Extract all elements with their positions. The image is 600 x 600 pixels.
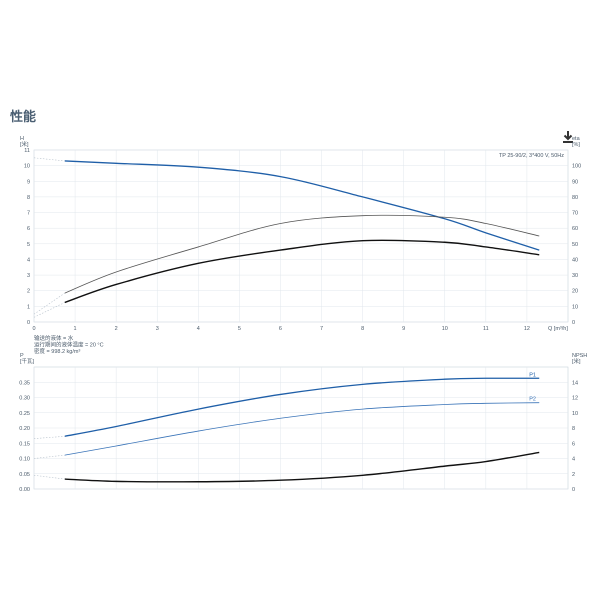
right-tick-label: 10 [572,411,578,417]
left-tick-label: 7 [27,211,30,217]
series-line [64,239,540,304]
left-axis-label: P [20,353,24,359]
x-tick-label: 2 [115,326,118,332]
left-axis-label: H [20,136,24,142]
series-p2 [64,402,540,456]
right-tick-label: 12 [572,396,578,402]
series-line [64,214,540,294]
right-tick-label: 2 [572,472,575,478]
right-tick-label: 10 [572,304,578,310]
left-tick-label: 6 [27,226,30,232]
right-tick-label: 14 [572,380,578,386]
left-tick-label: 1 [27,304,30,310]
left-tick-label: 11 [24,148,30,154]
x-tick-label: 9 [402,326,405,332]
x-tick-label: 6 [279,326,282,332]
right-axis-unit: [米] [572,357,581,365]
left-axis-unit: [米] [20,140,29,148]
x-tick-label: 11 [483,326,489,332]
right-tick-label: 6 [572,441,575,447]
series-line [64,160,540,251]
series-p1 [64,377,540,437]
series-extrapolation [33,302,65,318]
left-tick-label: 2 [27,289,30,295]
left-tick-label: 5 [27,242,30,248]
series-line [64,451,540,483]
series-extrapolation [33,292,65,315]
right-tick-label: 70 [572,211,578,217]
right-tick-label: 30 [572,273,578,279]
x-tick-label: 10 [442,326,448,332]
series-extrapolation [33,157,65,162]
x-tick-label: 5 [238,326,241,332]
page-title: 性能 [10,109,37,124]
x-tick-label: 1 [74,326,77,332]
info-line: 密度 = 998.2 kg/m³ [34,347,80,355]
left-tick-label: 0.00 [19,487,30,493]
left-tick-label: 0.25 [19,411,30,417]
right-tick-label: 4 [572,457,575,463]
left-tick-label: 0.15 [19,441,30,447]
x-axis-label: Q [m³/h] [548,326,568,332]
right-axis-label: eta [572,136,581,142]
right-axis-label: NPSH [572,353,587,359]
left-tick-label: 9 [27,179,30,185]
left-tick-label: 10 [24,164,30,170]
series-extrapolation [33,474,65,480]
left-axis-unit: [千瓦] [20,357,35,365]
x-tick-label: 12 [524,326,530,332]
left-tick-label: 0 [27,320,30,326]
right-tick-label: 0 [572,487,575,493]
right-tick-label: 20 [572,289,578,295]
right-tick-label: 60 [572,226,578,232]
series-extrapolation [33,454,65,459]
left-tick-label: 4 [27,257,30,263]
right-tick-label: 8 [572,426,575,432]
right-tick-label: 40 [572,257,578,263]
series-extrapolation [33,435,65,439]
series-label: P1 [529,372,536,378]
info-line: 运行期间的液体温度 = 20 °C [34,341,104,349]
right-tick-label: 100 [572,164,581,170]
right-tick-label: 50 [572,242,578,248]
left-tick-label: 0.35 [19,380,30,386]
right-tick-label: 90 [572,179,578,185]
right-tick-label: 80 [572,195,578,201]
chart-frame [33,149,569,323]
series-label: P2 [529,397,536,403]
right-axis-unit: [%] [572,142,580,148]
x-tick-label: 3 [156,326,159,332]
left-tick-label: 0.10 [19,457,30,463]
x-tick-label: 4 [197,326,200,332]
download-icon[interactable] [561,130,575,144]
x-tick-label: 0 [32,326,35,332]
right-tick-label: 0 [572,320,575,326]
left-tick-label: 0.30 [19,396,30,402]
x-tick-label: 8 [361,326,364,332]
left-tick-label: 0.20 [19,426,30,432]
chart-title: TP 25-90/2, 3*400 V, 50Hz [499,153,564,159]
left-tick-label: 0.05 [19,472,30,478]
left-tick-label: 3 [27,273,30,279]
x-tick-label: 7 [320,326,323,332]
left-tick-label: 8 [27,195,30,201]
info-line: 输送的液体 = 水 [34,334,74,342]
